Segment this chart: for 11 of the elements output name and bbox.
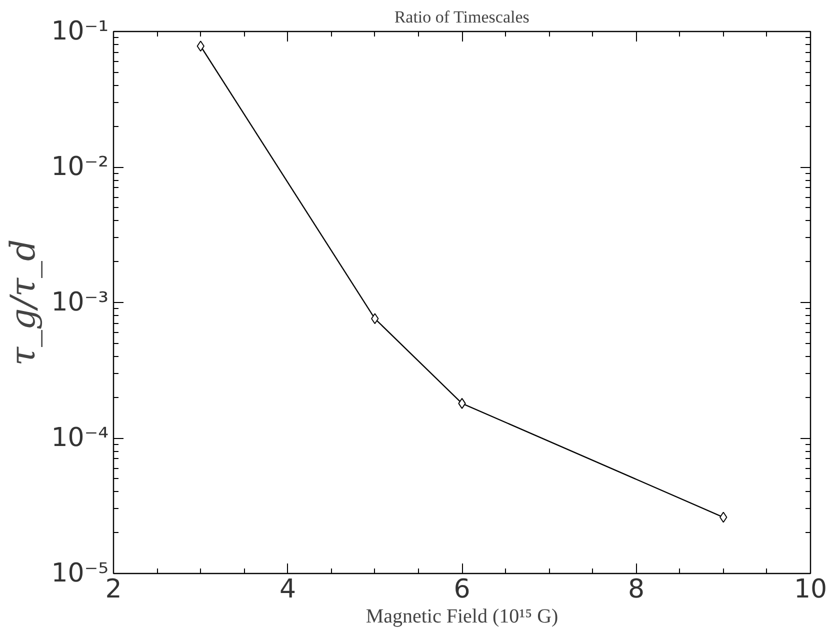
y-tick-label: 10⁻² (51, 152, 109, 182)
x-tick-label: 10 (794, 574, 828, 604)
x-axis-title: Magnetic Field (10¹⁵ G) (366, 606, 558, 628)
x-tick-label: 6 (454, 574, 470, 604)
y-tick-label: 10⁻³ (51, 288, 109, 318)
x-tick-label: 8 (628, 574, 645, 604)
y-tick-label: 10⁻⁴ (51, 423, 109, 453)
y-tick-label: 10⁻¹ (51, 16, 109, 46)
chart-title: Ratio of Timescales (394, 8, 530, 26)
x-tick-label: 4 (279, 574, 296, 604)
y-axis-title: τ_g/τ_d (3, 239, 44, 366)
